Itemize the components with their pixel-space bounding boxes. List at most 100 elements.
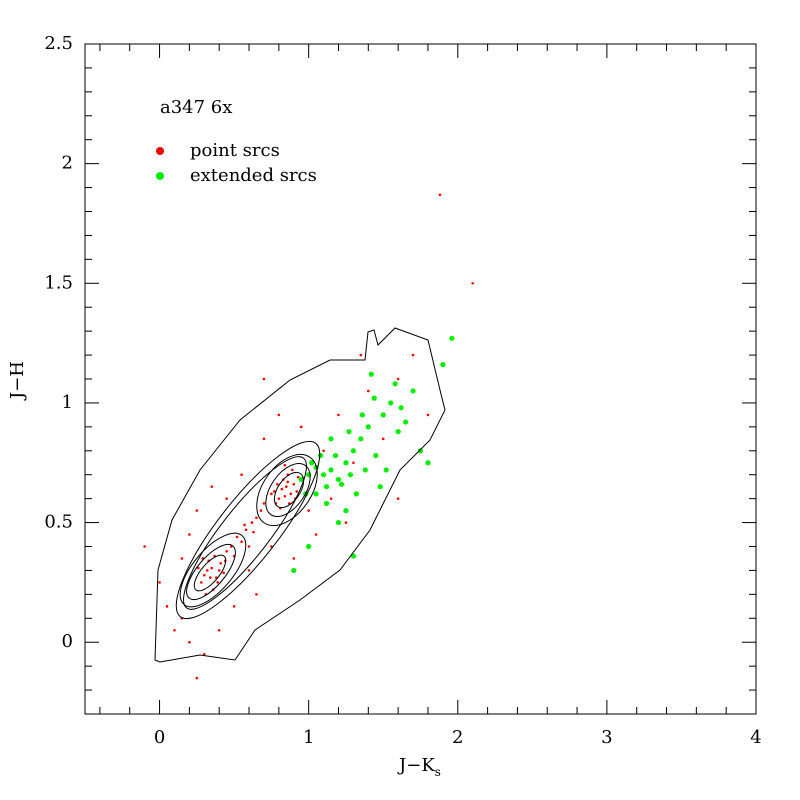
extended-src (313, 491, 319, 497)
point-src (292, 482, 296, 486)
contour (186, 543, 236, 601)
point-src (143, 545, 146, 548)
point-src (252, 530, 255, 534)
point-src (208, 576, 212, 579)
point-src (396, 497, 400, 500)
point-src (277, 413, 281, 417)
point-src (247, 569, 251, 572)
point-src (229, 545, 233, 548)
point-src (262, 502, 266, 505)
point-src (290, 468, 294, 472)
point-src (240, 540, 243, 544)
point-src (329, 497, 333, 500)
contour (179, 532, 247, 608)
extended-src (328, 436, 334, 442)
point-src (262, 437, 266, 441)
point-src (337, 413, 340, 417)
y-tick-label: 1.5 (44, 272, 73, 293)
point-src (255, 516, 258, 520)
point-src (210, 485, 214, 488)
y-tick-label: 2 (62, 153, 73, 174)
contour (183, 456, 307, 610)
extended-src (362, 467, 368, 473)
extended-src (343, 508, 349, 514)
point-src (426, 413, 430, 417)
outer-contour (154, 327, 446, 663)
extended-src (358, 436, 364, 442)
point-src (289, 492, 293, 496)
point-src (219, 561, 222, 565)
extended-src (388, 400, 394, 406)
point-src (292, 557, 296, 560)
point-src (283, 494, 287, 498)
point-src (438, 193, 442, 197)
legend-label: point srcs (190, 140, 280, 161)
y-tick-label: 0.5 (44, 512, 73, 533)
extended-src (332, 452, 339, 459)
point-src (195, 509, 199, 512)
point-src (396, 377, 400, 381)
point-src (222, 571, 225, 575)
point-src (299, 425, 303, 429)
extended-src (291, 567, 297, 574)
y-axis-label: J−H (7, 361, 28, 401)
extended-src (306, 543, 312, 550)
point-src (173, 628, 176, 632)
y-tick-label: 0 (62, 631, 73, 652)
x-label-sub: s (435, 765, 441, 779)
x-tick-label: 1 (303, 727, 314, 748)
extended-src (298, 476, 304, 483)
point-src (262, 377, 266, 381)
point-src (217, 569, 221, 572)
x-tick-label: 3 (601, 727, 612, 748)
x-tick-label: 4 (750, 727, 761, 748)
contour (273, 471, 305, 509)
point-src (367, 389, 370, 393)
extended-src (417, 448, 424, 454)
contour (175, 440, 321, 620)
legend-label: extended srcs (190, 165, 317, 186)
extended-src (402, 419, 409, 425)
point-src (205, 569, 209, 572)
point-src (200, 581, 203, 584)
extended-src (323, 500, 330, 507)
point-src (314, 533, 318, 536)
contour (256, 453, 318, 527)
point-src (322, 449, 325, 453)
extended-src (371, 395, 377, 401)
contour (193, 554, 227, 592)
point-src (276, 482, 279, 486)
points (143, 193, 474, 680)
extended-src (359, 412, 365, 418)
extended-src (320, 472, 327, 478)
point-src (259, 509, 263, 512)
y-tick-label: 2.5 (44, 33, 73, 54)
point-src (158, 581, 161, 584)
y-tick-label: 1 (62, 392, 73, 413)
extended-src (368, 371, 374, 377)
extended-src (383, 467, 389, 473)
point-src (225, 497, 228, 500)
point-src (411, 353, 415, 357)
point-src (295, 490, 299, 493)
point-src (240, 473, 243, 477)
x-tick-label: 2 (452, 727, 463, 748)
extended-src (398, 405, 404, 411)
extended-src (380, 412, 386, 418)
point-src (381, 437, 385, 441)
point-src (296, 475, 300, 479)
extended-src (373, 452, 379, 459)
point-src (270, 492, 273, 496)
point-src (197, 566, 200, 570)
extended-src (323, 484, 330, 490)
point-src (283, 463, 287, 467)
extended-src (365, 424, 371, 430)
point-src (280, 487, 284, 491)
annotation: a347 6x (160, 97, 232, 118)
extended-src (317, 452, 324, 459)
point-src (359, 353, 363, 357)
extended-src (353, 491, 359, 497)
point-src (247, 545, 251, 548)
extended-src (347, 472, 354, 478)
point-src (255, 593, 258, 596)
